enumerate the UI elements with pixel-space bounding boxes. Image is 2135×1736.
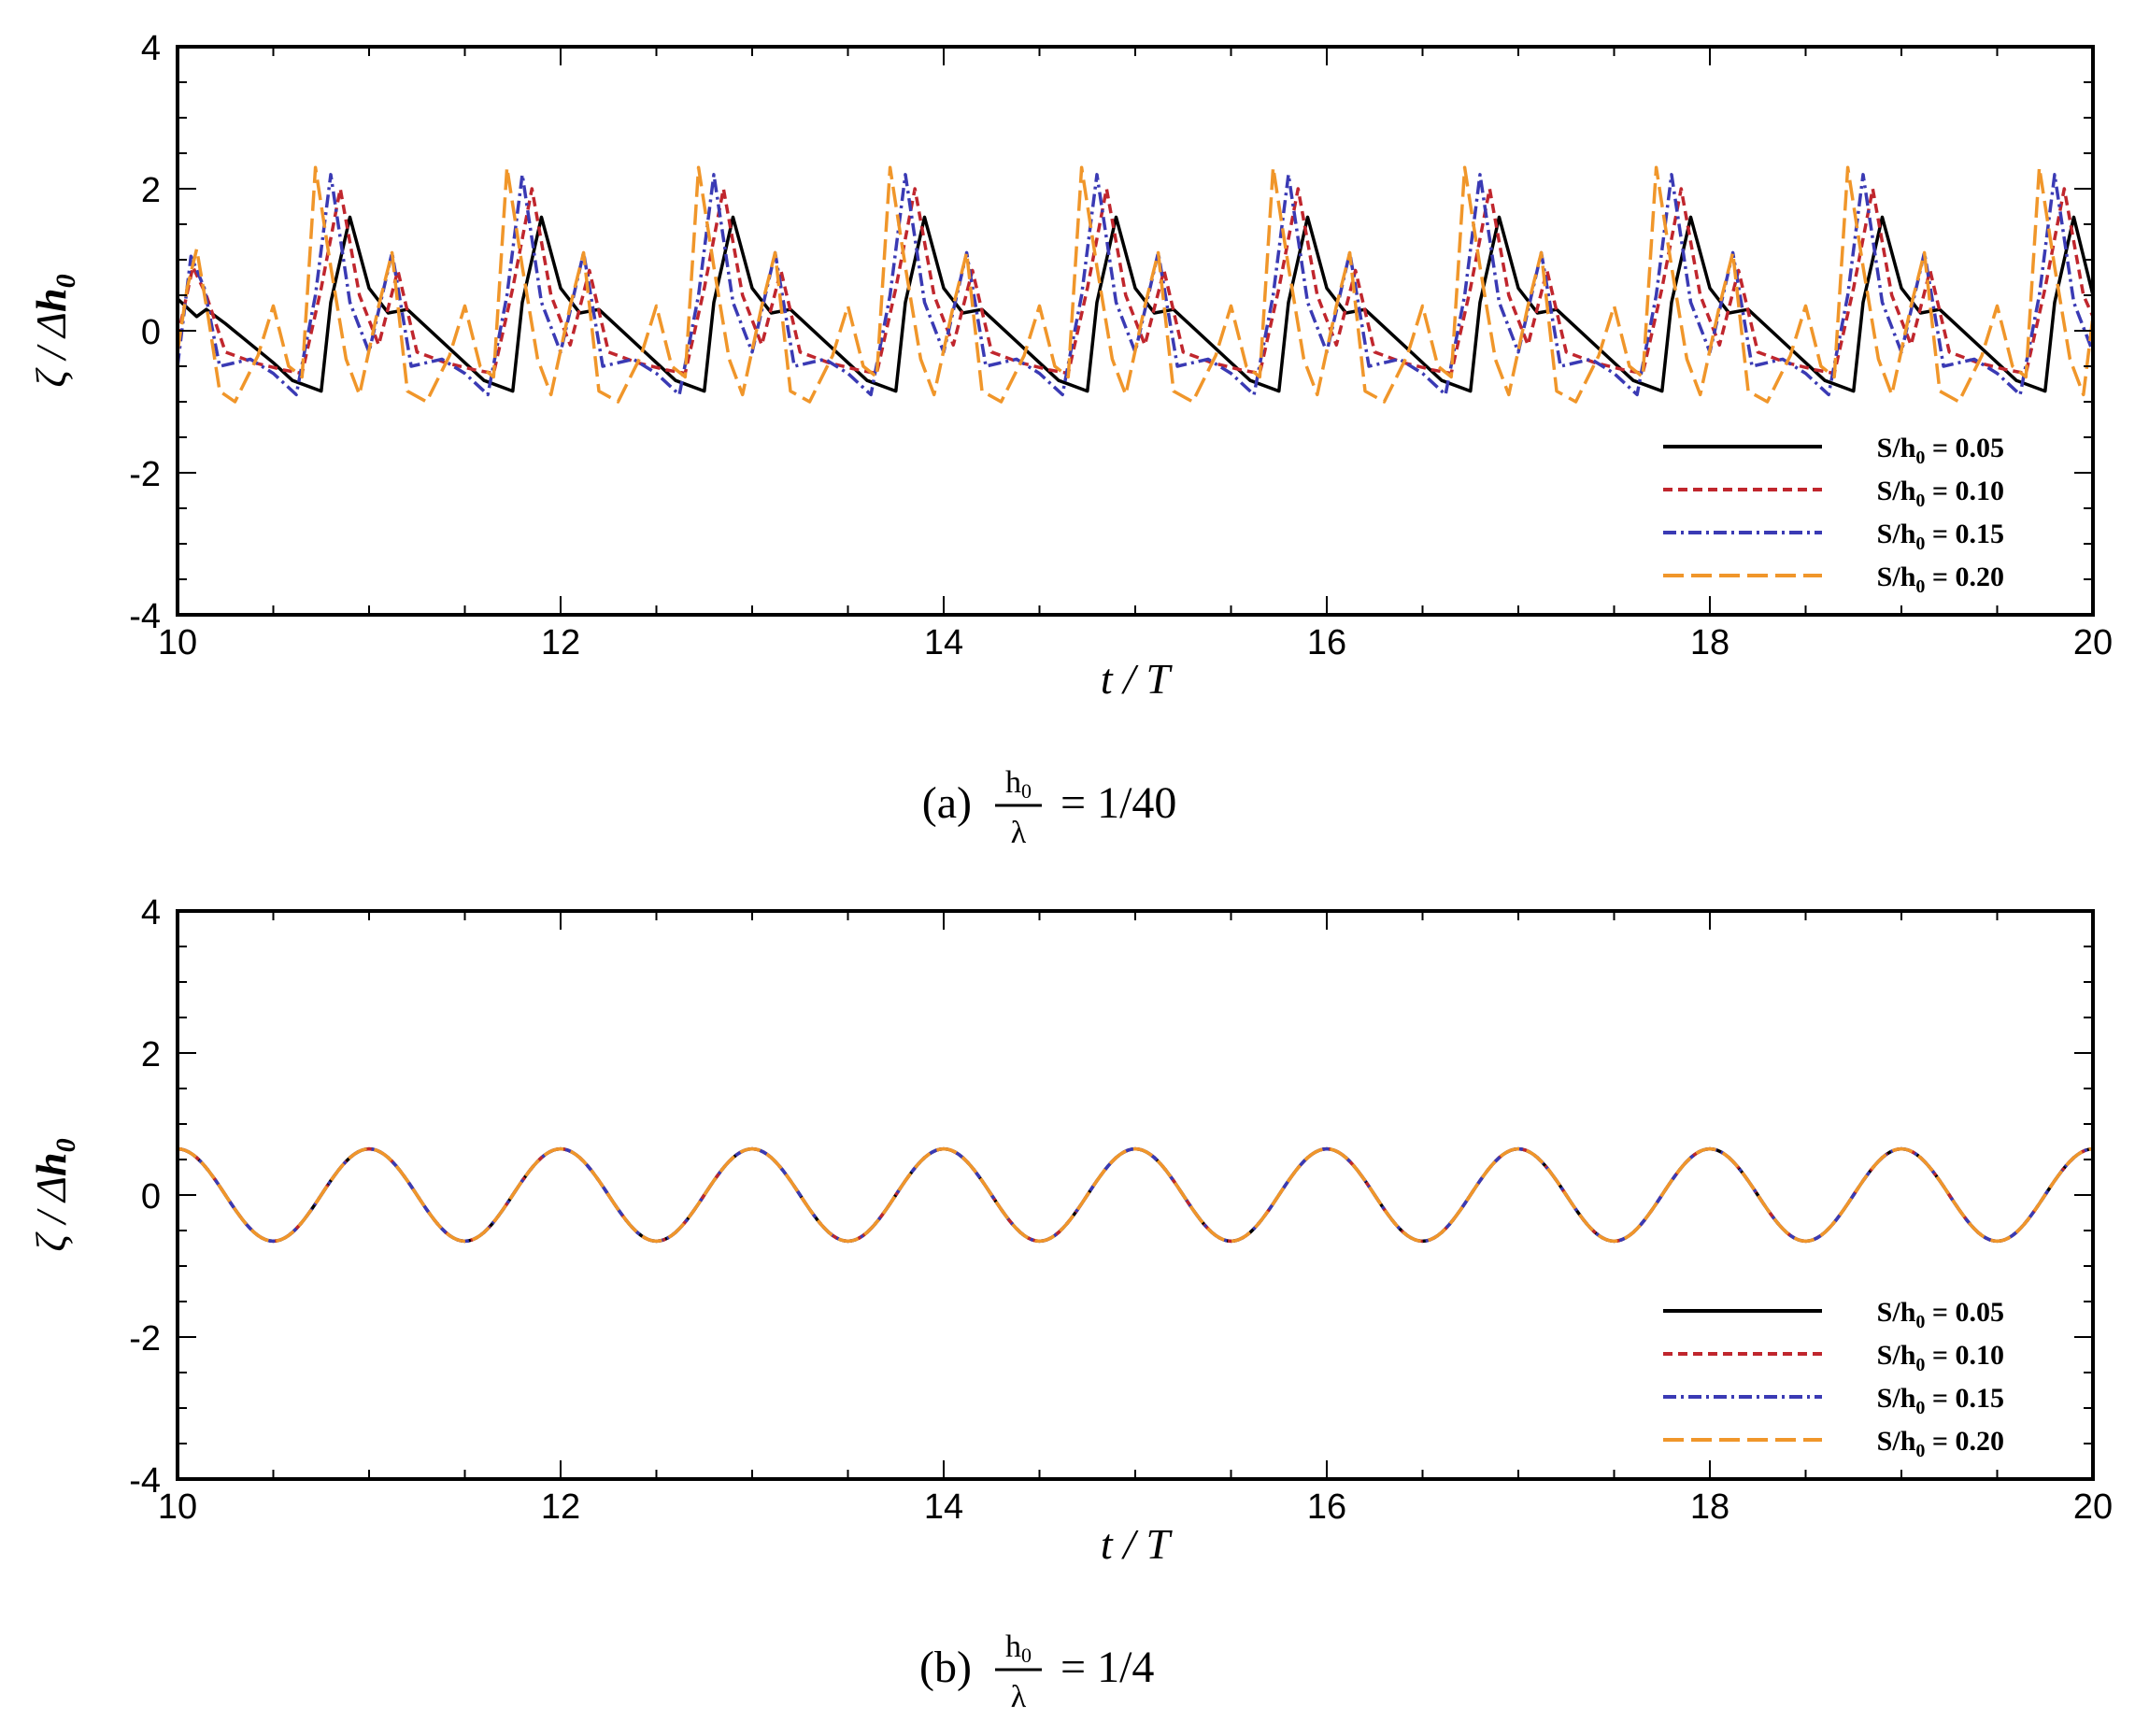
panel-b: -4 -2 0 2 4 10 12 14 16 18 20 t / T ζ / … bbox=[27, 893, 2113, 1715]
panel-b-caption: (b) h0 λ = 1/4 bbox=[919, 1629, 1154, 1715]
caption-rhs: = 1/40 bbox=[1060, 778, 1176, 828]
x-tick-label: 18 bbox=[1690, 623, 1729, 662]
y-label-bold: h bbox=[27, 1152, 75, 1176]
panel-b-x-axis-label: t / T bbox=[1101, 1520, 1174, 1568]
x-tick-label: 20 bbox=[2073, 623, 2113, 662]
x-tick-label: 18 bbox=[1690, 1487, 1729, 1527]
caption-rhs: = 1/4 bbox=[1060, 1643, 1154, 1692]
panel-a-series bbox=[176, 165, 2095, 404]
caption-frac-num: h0 bbox=[1005, 1629, 1032, 1667]
series-line-s-h0-0-15 bbox=[177, 1146, 2094, 1244]
legend-label-s010: S/h0 = 0.10 bbox=[1877, 1340, 2004, 1375]
legend-label-s020: S/h0 = 0.20 bbox=[1877, 1426, 2004, 1461]
series-line-s-h0-0-15 bbox=[176, 173, 2095, 397]
y-label-sub: 0 bbox=[50, 274, 81, 288]
panel-b-series bbox=[177, 1146, 2094, 1244]
panel-b-x-tick-labels: 10 12 14 16 18 20 bbox=[158, 1487, 2113, 1527]
y-label-main: ζ / Δ bbox=[27, 312, 75, 388]
panel-a-x-axis-label: t / T bbox=[1101, 655, 1174, 703]
legend-label-s005: S/h0 = 0.05 bbox=[1877, 433, 2004, 468]
y-tick-label: -2 bbox=[129, 455, 161, 494]
x-tick-label: 14 bbox=[924, 1487, 963, 1527]
panel-a-plot-frame bbox=[176, 45, 2095, 617]
panel-a-caption: (a) h0 λ = 1/40 bbox=[922, 765, 1177, 850]
y-tick-label: 2 bbox=[141, 1035, 161, 1074]
legend-label-s020: S/h0 = 0.20 bbox=[1877, 562, 2004, 597]
panel-a-y-axis-label: ζ / Δh0 bbox=[27, 274, 81, 387]
series-line-s-h0-0-20 bbox=[177, 1146, 2094, 1244]
y-tick-label: -2 bbox=[129, 1319, 161, 1359]
series-line-s-h0-0-05 bbox=[176, 215, 2095, 393]
y-tick-label: 0 bbox=[141, 1177, 161, 1217]
y-tick-label: 4 bbox=[141, 893, 161, 932]
y-label-bold: h bbox=[27, 288, 75, 312]
x-tick-label: 14 bbox=[924, 623, 963, 662]
series-line-s-h0-0-10 bbox=[177, 1146, 2094, 1244]
panel-a-x-tick-labels: 10 12 14 16 18 20 bbox=[158, 623, 2113, 662]
panel-b-y-axis-label: ζ / Δh0 bbox=[27, 1138, 81, 1251]
x-tick-label: 12 bbox=[541, 623, 580, 662]
legend-label-s015: S/h0 = 0.15 bbox=[1877, 1383, 2004, 1418]
y-tick-label: 2 bbox=[141, 171, 161, 210]
panel-a: -4 -2 0 2 4 10 12 14 16 18 20 t / T ζ / … bbox=[27, 29, 2113, 850]
panel-b-ticks bbox=[177, 910, 2094, 1480]
panel-a-legend: S/h0 = 0.05 S/h0 = 0.10 S/h0 = 0.15 S/h0… bbox=[1663, 433, 2004, 597]
caption-frac-den: λ bbox=[1011, 1680, 1027, 1715]
x-tick-label: 16 bbox=[1307, 1487, 1346, 1527]
y-label-sub: 0 bbox=[50, 1138, 81, 1152]
y-label-main: ζ / Δ bbox=[27, 1176, 75, 1252]
caption-prefix: (a) bbox=[922, 778, 972, 828]
panel-a-y-tick-labels: -4 -2 0 2 4 bbox=[129, 29, 161, 636]
panel-b-legend: S/h0 = 0.05 S/h0 = 0.10 S/h0 = 0.15 S/h0… bbox=[1663, 1297, 2004, 1461]
legend-label-s010: S/h0 = 0.10 bbox=[1877, 476, 2004, 511]
caption-frac-num: h0 bbox=[1005, 765, 1032, 803]
x-tick-label: 12 bbox=[541, 1487, 580, 1527]
x-tick-label: 10 bbox=[158, 623, 197, 662]
panel-b-plot-frame bbox=[176, 909, 2095, 1481]
legend-label-s005: S/h0 = 0.05 bbox=[1877, 1297, 2004, 1332]
y-tick-label: -4 bbox=[129, 597, 161, 636]
legend-label-s015: S/h0 = 0.15 bbox=[1877, 519, 2004, 554]
x-tick-label: 20 bbox=[2073, 1487, 2113, 1527]
caption-prefix: (b) bbox=[919, 1643, 972, 1692]
y-tick-label: -4 bbox=[129, 1461, 161, 1501]
y-tick-label: 0 bbox=[141, 313, 161, 352]
panel-b-y-tick-labels: -4 -2 0 2 4 bbox=[129, 893, 161, 1501]
caption-frac-den: λ bbox=[1011, 816, 1027, 850]
x-tick-label: 16 bbox=[1307, 623, 1346, 662]
series-line-s-h0-0-05 bbox=[177, 1146, 2094, 1244]
panel-a-ticks bbox=[177, 46, 2094, 616]
y-tick-label: 4 bbox=[141, 29, 161, 68]
x-tick-label: 10 bbox=[158, 1487, 197, 1527]
